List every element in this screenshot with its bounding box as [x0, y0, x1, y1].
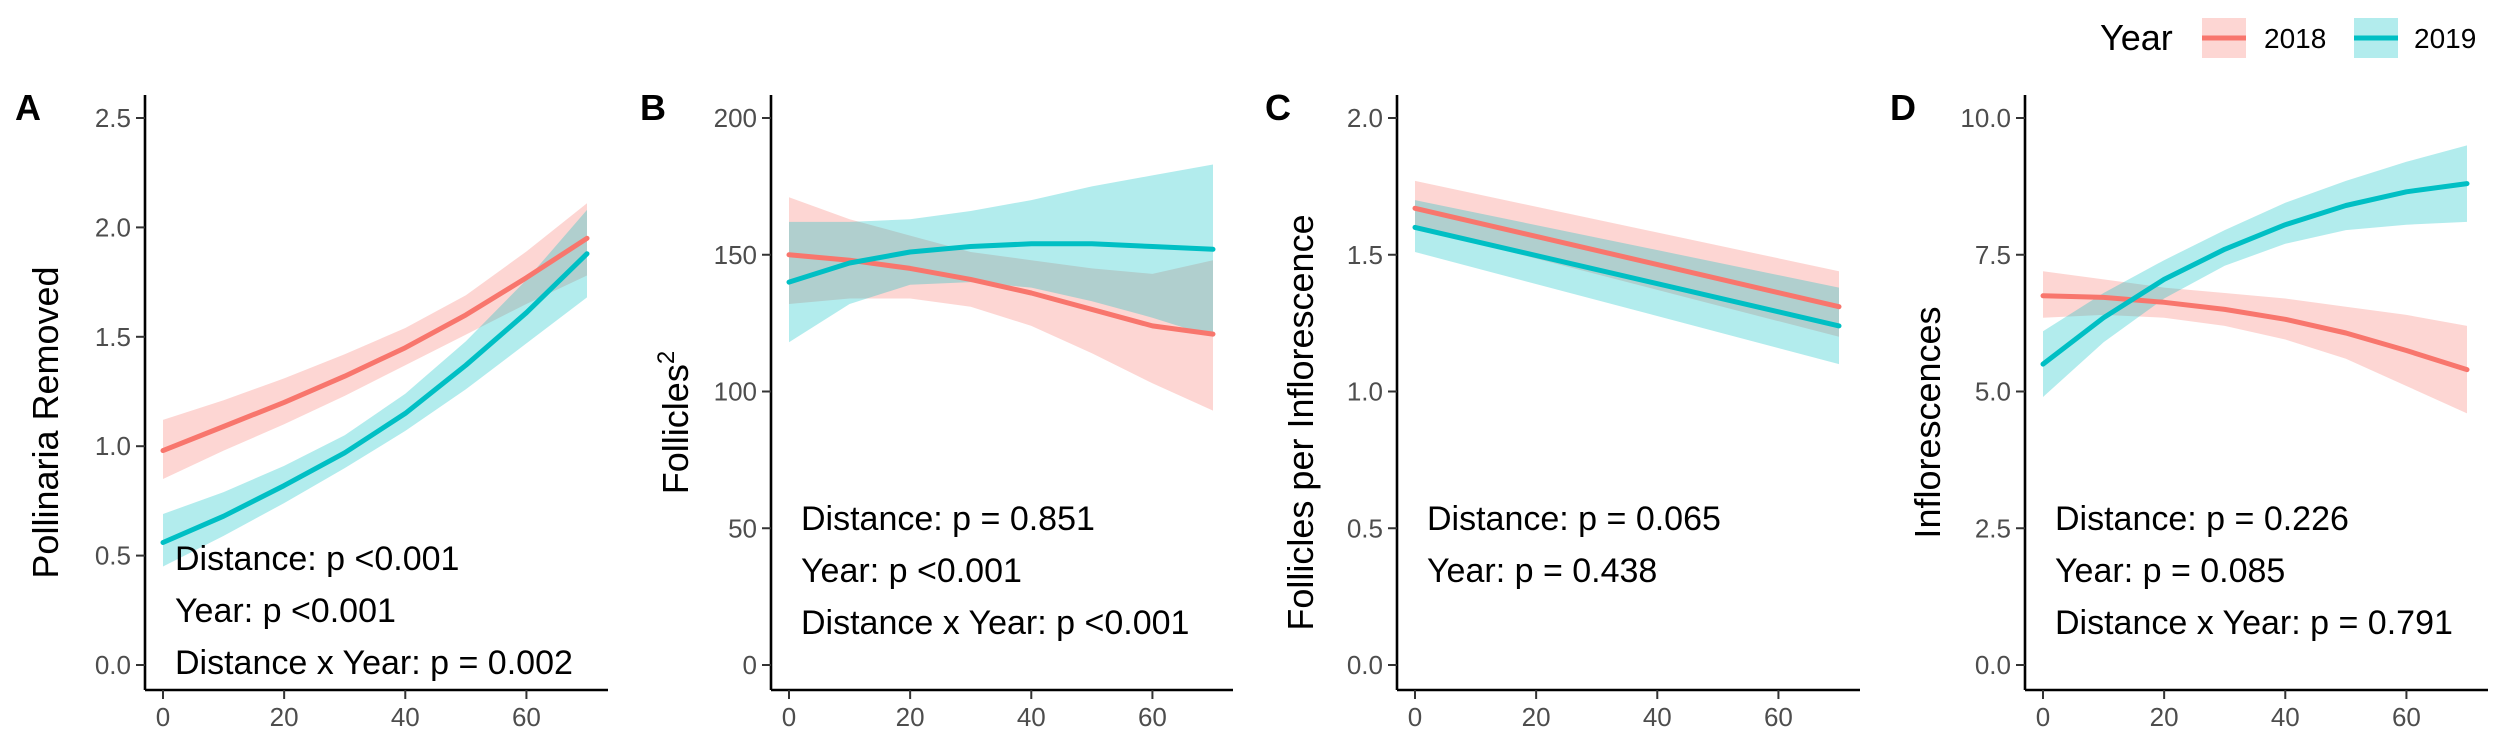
- y-tick-label: 10.0: [1960, 103, 2011, 133]
- series-line-2019: [786, 241, 1216, 285]
- series-line-2018: [160, 235, 590, 454]
- x-tick-label: 40: [2271, 702, 2300, 732]
- x-tick-label: 40: [1643, 702, 1672, 732]
- stat-annotation: Year: p = 0.438: [1427, 552, 1657, 590]
- x-tick-label: 40: [1017, 702, 1046, 732]
- confidence-band-2019: [2043, 145, 2467, 397]
- x-tick-label: 0: [156, 702, 170, 732]
- series-line-2019: [160, 251, 590, 545]
- confidence-band-2019: [789, 164, 1213, 343]
- x-tick-label: 60: [512, 702, 541, 732]
- y-tick-label: 200: [714, 103, 757, 133]
- y-tick-label: 100: [714, 377, 757, 407]
- series-line-2019: [1412, 224, 1842, 329]
- y-tick-label: 0.0: [1347, 650, 1383, 680]
- stat-annotation: Year: p <0.001: [175, 592, 396, 630]
- confidence-band-2019: [1415, 200, 1839, 365]
- y-tick-label: 2.5: [95, 103, 131, 133]
- y-axis-label: Follicles per Inflorescence: [1280, 214, 1321, 630]
- y-tick-label: 0: [743, 650, 757, 680]
- panel-a: A Pollinaria Removed 0.0 0.5 1.0 1.5 2.0 2.5 0 20…: [15, 87, 608, 732]
- stat-annotation: Distance x Year: p = 0.791: [2055, 604, 2453, 642]
- x-tick-label: 60: [1138, 702, 1167, 732]
- confidence-band-2018: [2043, 271, 2467, 414]
- x-tick-label: 20: [270, 702, 299, 732]
- confidence-band-2018: [789, 197, 1213, 411]
- stat-annotation: Distance: p <0.001: [175, 540, 459, 578]
- series-line-2018: [2040, 293, 2470, 373]
- x-tick-label: 0: [1408, 702, 1422, 732]
- y-tick-label: 150: [714, 240, 757, 270]
- legend-label-2019: 2019: [2414, 23, 2476, 54]
- y-tick-label: 0.0: [1975, 650, 2011, 680]
- x-tick-label: 20: [2150, 702, 2179, 732]
- stat-annotation: Distance: p = 0.065: [1427, 500, 1721, 538]
- y-axis-label: Pollinaria Removed: [25, 266, 66, 578]
- panel-tag: D: [1890, 87, 1916, 128]
- y-axis-label: Follicles2: [653, 351, 696, 494]
- stat-annotation: Distance: p = 0.851: [801, 500, 1095, 538]
- y-tick-label: 2.0: [95, 212, 131, 242]
- x-tick-label: 20: [1522, 702, 1551, 732]
- y-tick-label: 0.0: [95, 650, 131, 680]
- legend: Year 2018 2019: [2100, 17, 2476, 58]
- y-tick-label: 5.0: [1975, 377, 2011, 407]
- panel-tag: B: [640, 87, 666, 128]
- x-tick-label: 60: [1764, 702, 1793, 732]
- panel-d: D Inflorescences 0.0 2.5 5.0 7.5 10.0 0 20 40 60 Di…: [1890, 87, 2488, 732]
- y-tick-label: 50: [728, 513, 757, 543]
- y-tick-label: 1.0: [1347, 377, 1383, 407]
- x-tick-label: 20: [896, 702, 925, 732]
- y-tick-label: 1.0: [95, 431, 131, 461]
- panel-tag: A: [15, 87, 41, 128]
- legend-title: Year: [2100, 17, 2173, 58]
- x-tick-label: 40: [391, 702, 420, 732]
- x-tick-label: 0: [782, 702, 796, 732]
- panel-b: B Follicles2 0 50 100 150 200 0 20 40 60 Distance: …: [640, 87, 1233, 732]
- x-tick-label: 60: [2392, 702, 2421, 732]
- confidence-band-2019: [163, 209, 587, 567]
- y-tick-label: 2.5: [1975, 513, 2011, 543]
- y-axis-label: Inflorescences: [1907, 306, 1948, 538]
- stat-annotation: Year: p = 0.085: [2055, 552, 2285, 590]
- stat-annotation: Distance x Year: p = 0.002: [175, 644, 573, 682]
- y-tick-label: 1.5: [95, 322, 131, 352]
- y-tick-label: 0.5: [95, 541, 131, 571]
- stat-annotation: Distance x Year: p <0.001: [801, 604, 1189, 642]
- y-tick-label: 0.5: [1347, 513, 1383, 543]
- legend-label-2018: 2018: [2264, 23, 2326, 54]
- y-tick-label: 1.5: [1347, 240, 1383, 270]
- stat-annotation: Distance: p = 0.226: [2055, 500, 2349, 538]
- x-tick-label: 0: [2036, 702, 2050, 732]
- series-line-2019: [2040, 181, 2470, 367]
- series-line-2018: [1412, 205, 1842, 310]
- y-tick-label: 2.0: [1347, 103, 1383, 133]
- stat-annotation: Year: p <0.001: [801, 552, 1022, 590]
- y-tick-label: 7.5: [1975, 240, 2011, 270]
- panel-tag: C: [1265, 87, 1291, 128]
- panel-c: C Follicles per Inflorescence 0.0 0.5 1.0 1.5…: [1265, 87, 1860, 732]
